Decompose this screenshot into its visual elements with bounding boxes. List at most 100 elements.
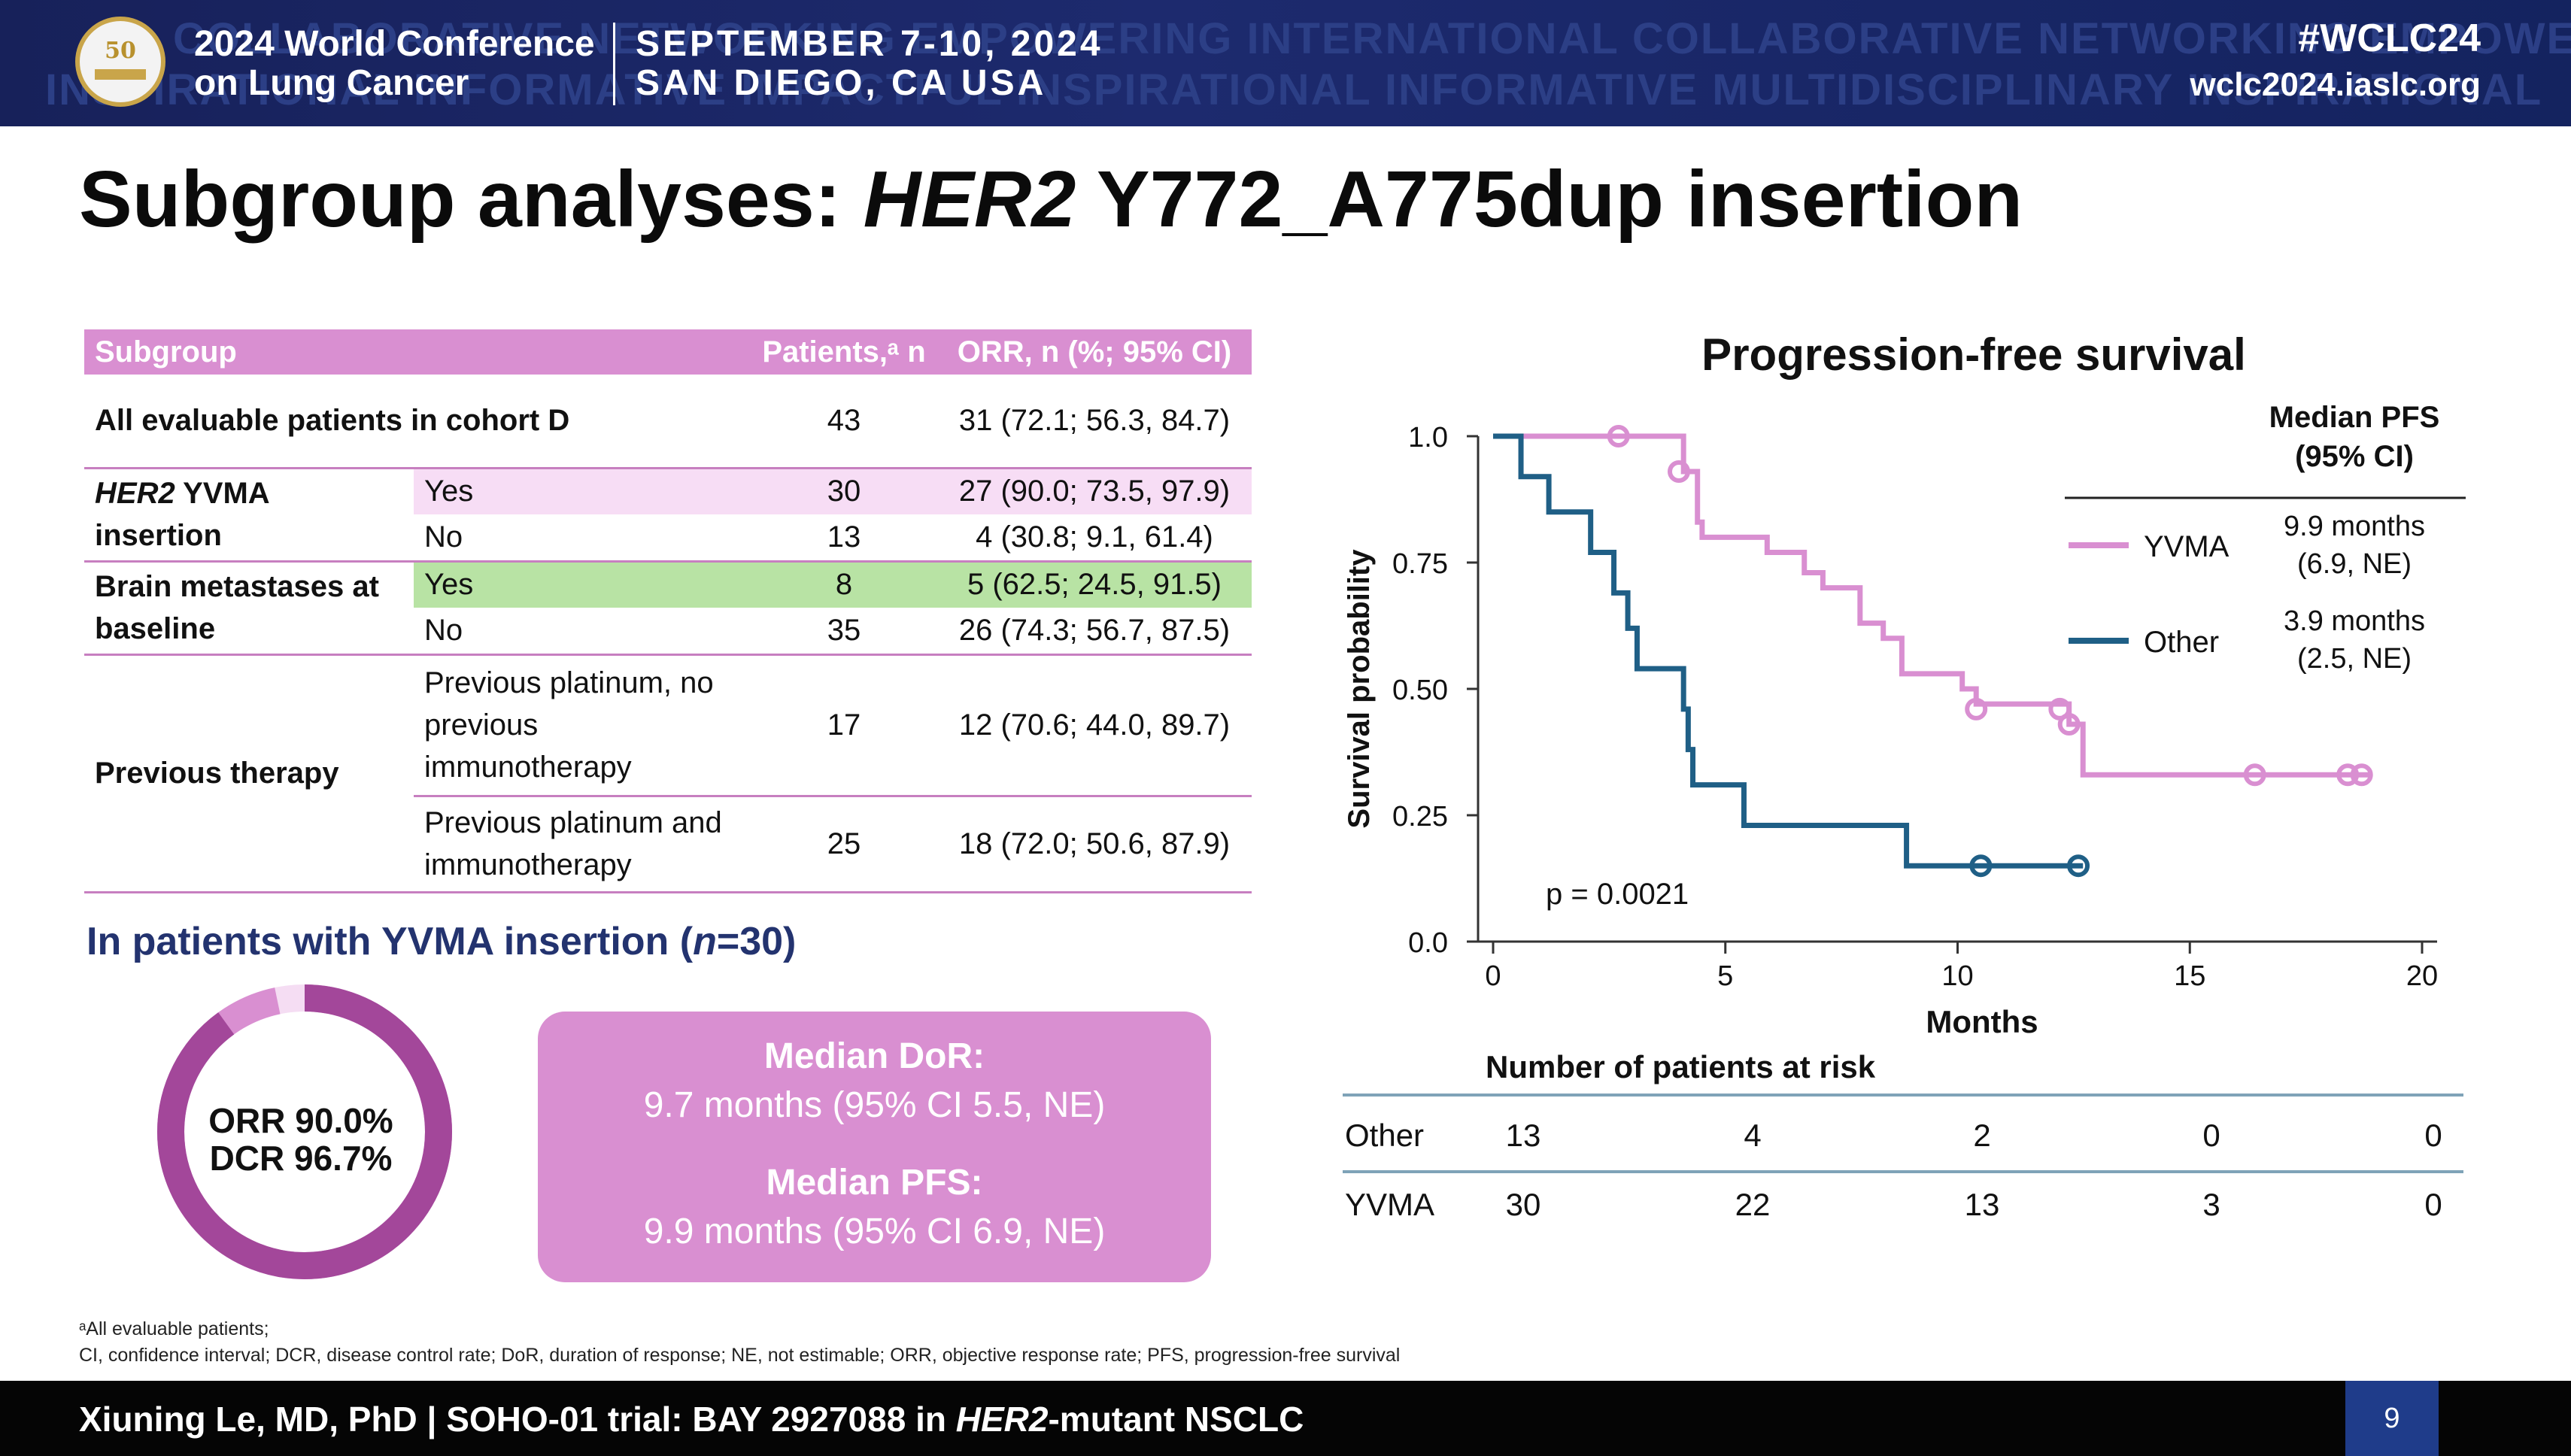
risk-value: 22 xyxy=(1735,1187,1771,1222)
censor-mark-other xyxy=(2067,854,2090,878)
censor-mark-yvma xyxy=(1607,425,1630,447)
y-tick-label: 0.50 xyxy=(1392,675,1448,706)
median-summary-box: Median DoR: 9.7 months (95% CI 5.5, NE) … xyxy=(538,1012,1211,1282)
footnote: ᵃAll evaluable patients; CI, confidence … xyxy=(79,1316,1400,1369)
legend-yvma-name: YVMA xyxy=(2144,530,2230,563)
risk-value: 2 xyxy=(1973,1118,1991,1153)
x-tick-label: 10 xyxy=(1941,960,1973,992)
footnote-line2: CI, confidence interval; DCR, disease co… xyxy=(79,1345,1401,1366)
row-group-her2: HER2 YVMA insertion xyxy=(84,468,414,563)
risk-table-rule-mid xyxy=(1343,1170,2463,1173)
row-sub: Yes xyxy=(414,468,751,514)
footer-text-post: -mutant NSCLC xyxy=(1048,1400,1304,1439)
page-number: 9 xyxy=(2345,1381,2439,1456)
y-tick-label: 0.75 xyxy=(1392,548,1448,580)
censor-mark-yvma xyxy=(2057,713,2081,736)
footer-text-pre: Xiuning Le, MD, PhD | SOHO-01 trial: BAY… xyxy=(79,1400,956,1439)
her2-rest: YVMA insertion xyxy=(95,477,269,552)
legend-yvma-median: 9.9 months xyxy=(2284,511,2425,542)
table-row: Previous therapy Previous platinum, no p… xyxy=(84,654,1252,893)
row-n: 43 xyxy=(751,375,937,469)
yvma-heading: In patients with YVMA insertion (n=30) xyxy=(87,919,796,964)
table-row: Brain metastases at baseline Yes 8 5 (62… xyxy=(84,561,1252,656)
y-ticks: 0.0 0.25 0.50 0.75 1.0 xyxy=(1392,422,1478,959)
row-orr: 26 (74.3; 56.7, 87.5) xyxy=(937,608,1252,656)
risk-table-title: Number of patients at risk xyxy=(1486,1049,1876,1084)
km-series-group xyxy=(1493,425,2373,878)
footer-text: Xiuning Le, MD, PhD | SOHO-01 trial: BAY… xyxy=(79,1399,1304,1439)
x-tick-label: 20 xyxy=(2406,960,2438,992)
table-row: HER2 YVMA insertion Yes 30 27 (90.0; 73.… xyxy=(84,468,1252,563)
conference-name-line2: on Lung Cancer xyxy=(194,63,469,103)
legend-title-line1: Median PFS xyxy=(2269,401,2440,434)
p-value-annotation: p = 0.0021 xyxy=(1546,878,1689,911)
median-pfs-value: 9.9 months (95% CI 6.9, NE) xyxy=(643,1212,1106,1251)
row-group: Brain metastases at baseline xyxy=(84,561,414,656)
slide-title: Subgroup analyses: HER2 Y772_A775dup ins… xyxy=(79,154,2023,245)
y-tick-label: 0.25 xyxy=(1392,801,1448,833)
risk-value: 30 xyxy=(1505,1187,1541,1222)
chart-title: Progression-free survival xyxy=(1701,331,2246,380)
row-n: 17 xyxy=(751,654,937,797)
table-row: All evaluable patients in cohort D 43 31… xyxy=(84,375,1252,469)
yvma-heading-n: n xyxy=(693,920,717,963)
yvma-heading-suffix: =30) xyxy=(716,920,797,963)
km-curve-other xyxy=(1493,433,2084,869)
row-orr: 4 (30.8; 9.1, 61.4) xyxy=(937,514,1252,563)
row-n: 8 xyxy=(751,561,937,608)
risk-row-label-other: Other xyxy=(1345,1118,1425,1153)
risk-value: 4 xyxy=(1744,1118,1762,1153)
footnote-line1: ᵃAll evaluable patients; xyxy=(79,1318,269,1339)
row-sub: Yes xyxy=(414,561,751,608)
median-dor-value: 9.7 months (95% CI 5.5, NE) xyxy=(643,1085,1106,1125)
subgroup-table: Subgroup Patients,ᵃ n ORR, n (%; 95% CI)… xyxy=(84,329,1252,893)
row-n: 30 xyxy=(751,468,937,514)
header-orr: ORR, n (%; 95% CI) xyxy=(937,329,1252,375)
conference-banner: COLLABORATIVE NETWORKING EMPOWERING INTE… xyxy=(0,0,2571,126)
header-patients: Patients,ᵃ n xyxy=(751,329,937,375)
row-n: 25 xyxy=(751,796,937,893)
row-orr: 18 (72.0; 50.6, 87.9) xyxy=(937,796,1252,893)
footer-bar xyxy=(0,1381,2571,1456)
legend-other-name: Other xyxy=(2144,626,2219,659)
her2-italic: HER2 xyxy=(95,477,175,510)
table-row: No 35 26 (74.3; 56.7, 87.5) xyxy=(84,608,1252,656)
legend-yvma-ci: (6.9, NE) xyxy=(2297,548,2412,580)
x-ticks: 0 5 10 15 20 xyxy=(1485,942,2438,992)
conference-hashtag: #WCLC24 xyxy=(2298,17,2481,60)
row-sub: No xyxy=(414,514,751,563)
censor-mark-yvma xyxy=(1965,697,1988,720)
censor-mark-yvma xyxy=(2336,763,2360,787)
risk-row-label-yvma: YVMA xyxy=(1345,1187,1435,1222)
censor-mark-other xyxy=(1969,854,1993,878)
y-axis-label: Survival probability xyxy=(1343,549,1376,829)
risk-table-rule-top xyxy=(1343,1094,2463,1097)
banner-background-words-row1: COLLABORATIVE NETWORKING EMPOWERING INTE… xyxy=(173,14,2571,63)
km-curve-yvma xyxy=(1493,433,2372,778)
row-sub: No xyxy=(414,608,751,656)
header-subgroup: Subgroup xyxy=(84,329,751,375)
table-row: No 13 4 (30.8; 9.1, 61.4) xyxy=(84,514,1252,563)
row-n: 35 xyxy=(751,608,937,656)
risk-value: 0 xyxy=(2424,1118,2442,1153)
orr-label: ORR 90.0% xyxy=(208,1101,393,1140)
censor-mark-yvma xyxy=(2350,763,2373,787)
yvma-heading-prefix: In patients with YVMA insertion ( xyxy=(87,920,694,963)
title-suffix: Y772_A775dup insertion xyxy=(1076,155,2023,244)
row-group: All evaluable patients in cohort D xyxy=(84,375,751,469)
x-axis-label: Months xyxy=(1926,1004,2038,1039)
footer-text-gene: HER2 xyxy=(955,1400,1049,1439)
banner-background-words-row2: INSPIRATIONAL INFORMATIVE IMPACTFUL INSP… xyxy=(45,65,2543,114)
legend: Median PFS (95% CI) YVMA 9.9 months (6.9,… xyxy=(2065,401,2466,675)
dcr-label: DCR 96.7% xyxy=(209,1139,393,1178)
table-row: Previous platinum and immunotherapy 25 1… xyxy=(84,796,1252,893)
median-pfs-label: Median PFS: xyxy=(766,1163,983,1203)
legend-other-median: 3.9 months xyxy=(2284,605,2425,637)
y-tick-label: 0.0 xyxy=(1408,927,1448,959)
title-prefix: Subgroup analyses: xyxy=(79,155,864,244)
table-header-row: Subgroup Patients,ᵃ n ORR, n (%; 95% CI) xyxy=(84,329,1252,375)
donut-labels: ORR 90.0% DCR 96.7% xyxy=(184,1102,417,1177)
iaslc-logo: 50 xyxy=(75,17,165,107)
row-orr: 27 (90.0; 73.5, 97.9) xyxy=(937,468,1252,514)
banner-divider xyxy=(613,23,615,105)
